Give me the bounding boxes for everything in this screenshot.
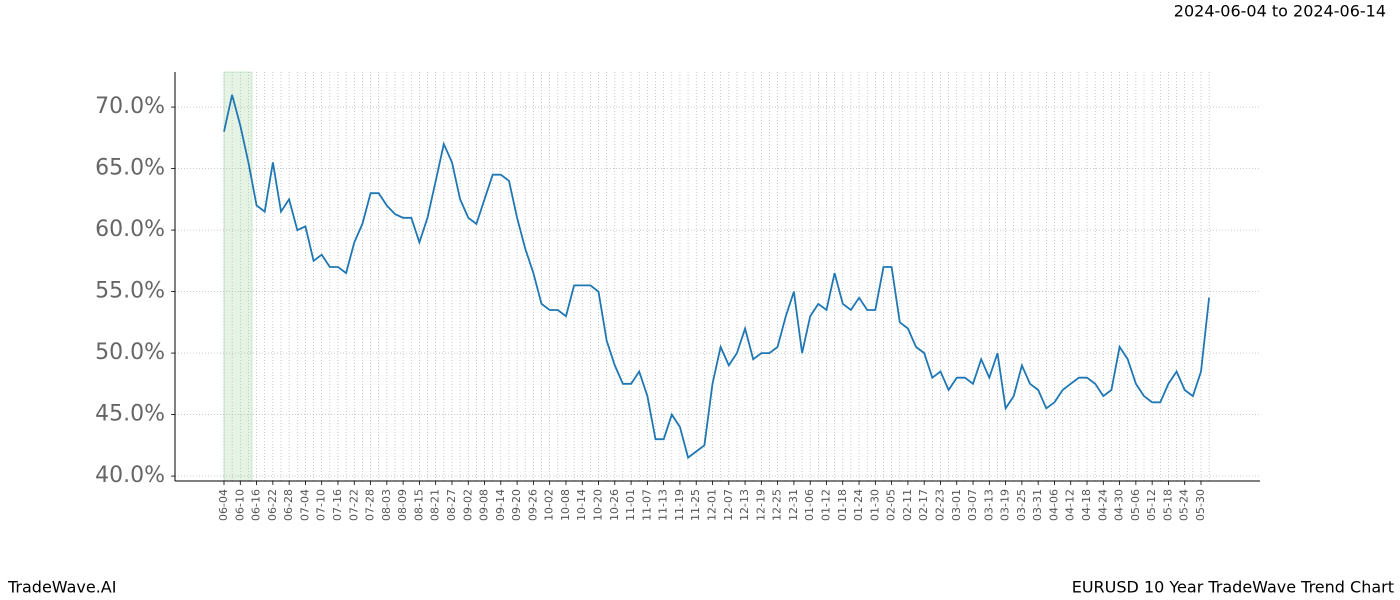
brand: TradeWave.AI [7, 578, 116, 597]
x-tick-label: 12-31 [787, 489, 800, 521]
x-tick-label: 02-05 [885, 489, 898, 521]
x-tick-label: 11-01 [624, 489, 637, 521]
x-tick-label: 09-26 [526, 489, 539, 521]
x-tick-label: 12-13 [738, 489, 751, 521]
x-tick-label: 05-06 [1129, 489, 1142, 521]
x-tick-label: 02-11 [901, 489, 914, 521]
x-tick-label: 04-30 [1113, 489, 1126, 521]
x-tick-label: 06-04 [217, 489, 230, 521]
x-tick-label: 11-25 [689, 489, 702, 521]
y-tick-label: 40.0% [95, 463, 165, 488]
x-tick-label: 09-20 [510, 489, 523, 521]
x-tick-label: 05-12 [1145, 489, 1158, 521]
x-tick-label: 12-01 [706, 489, 719, 521]
x-tick-label: 06-10 [233, 489, 246, 521]
x-tick-label: 01-30 [868, 489, 881, 521]
x-tick-label: 08-27 [445, 489, 458, 521]
x-tick-label: 09-02 [461, 489, 474, 521]
x-tick-label: 07-16 [331, 489, 344, 521]
x-tick-label: 01-12 [819, 489, 832, 521]
x-tick-label: 03-25 [1015, 489, 1028, 521]
x-tick-label: 04-06 [1047, 489, 1060, 521]
x-tick-label: 12-19 [754, 489, 767, 521]
x-tick-label: 03-31 [1031, 489, 1044, 521]
x-tick-label: 03-07 [966, 489, 979, 521]
x-tick-label: 11-07 [640, 489, 653, 521]
x-tick-label: 12-07 [722, 489, 735, 521]
highlight-span [223, 71, 253, 482]
x-tick-label: 01-06 [803, 489, 816, 521]
x-tick-label: 01-24 [852, 489, 865, 521]
x-tick-label: 10-26 [608, 489, 621, 521]
x-tick-label: 08-03 [380, 489, 393, 521]
x-tick-label: 03-01 [950, 489, 963, 521]
x-tick-label: 08-21 [429, 489, 442, 521]
x-tick-label: 06-22 [266, 489, 279, 521]
y-tick-label: 60.0% [95, 217, 165, 242]
y-tick-label: 55.0% [95, 279, 165, 304]
x-tick-label: 06-28 [282, 489, 295, 521]
x-tick-label: 01-18 [836, 489, 849, 521]
x-tick-label: 10-02 [543, 489, 556, 521]
x-tick-label: 11-19 [673, 489, 686, 521]
x-tick-label: 07-04 [298, 489, 311, 521]
x-tick-label: 04-24 [1096, 489, 1109, 521]
x-tick-label: 10-20 [592, 489, 605, 521]
x-tick-label: 08-09 [396, 489, 409, 521]
x-tick-label: 09-08 [478, 489, 491, 521]
x-tick-label: 02-17 [917, 489, 930, 521]
x-tick-label: 10-08 [559, 489, 572, 521]
x-tick-label: 03-13 [982, 489, 995, 521]
x-tick-label: 06-16 [250, 489, 263, 521]
date-range: 2024-06-04 to 2024-06-14 [1174, 2, 1386, 21]
x-tick-label: 04-18 [1080, 489, 1093, 521]
x-tick-label: 05-30 [1194, 489, 1207, 521]
y-tick-label: 65.0% [95, 156, 165, 181]
x-tick-label: 05-24 [1178, 489, 1191, 521]
x-tick-label: 11-13 [657, 489, 670, 521]
x-tick-label: 05-18 [1161, 489, 1174, 521]
x-tick-label: 04-12 [1064, 489, 1077, 521]
y-tick-label: 70.0% [95, 94, 165, 119]
x-tick-label: 10-14 [575, 489, 588, 521]
chart-title: EURUSD 10 Year TradeWave Trend Chart [1072, 578, 1394, 597]
y-tick-label: 50.0% [95, 340, 165, 365]
x-tick-label: 07-28 [364, 489, 377, 521]
x-tick-label: 07-10 [315, 489, 328, 521]
line-series [223, 94, 1210, 460]
y-tick-label: 45.0% [95, 402, 165, 427]
x-tick-label: 07-22 [347, 489, 360, 521]
x-tick-label: 02-23 [933, 489, 946, 521]
x-tick-label: 09-14 [494, 489, 507, 521]
x-tick-label: 08-15 [412, 489, 425, 521]
x-tick-label: 03-19 [999, 489, 1012, 521]
x-tick-label: 12-25 [771, 489, 784, 521]
